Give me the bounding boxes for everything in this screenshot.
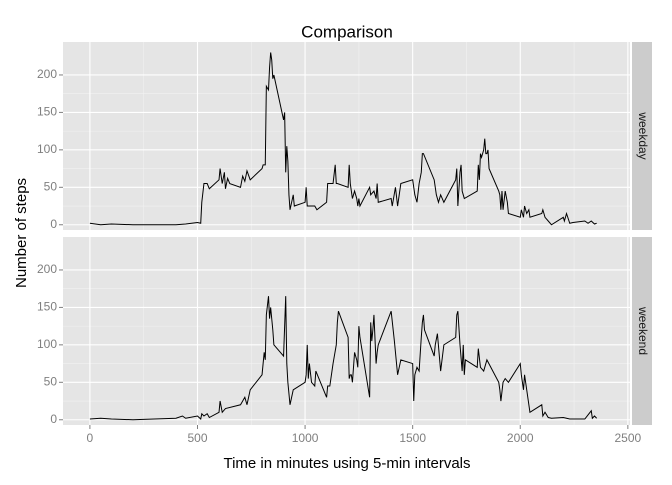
y-tick-label: 100 <box>37 142 57 156</box>
x-tick-label: 2000 <box>507 431 534 445</box>
x-tick-label: 2500 <box>614 431 641 445</box>
facet-label: weekday <box>636 111 650 159</box>
y-tick-label: 50 <box>44 179 58 193</box>
facet-strip <box>632 42 652 230</box>
y-tick-label: 100 <box>37 337 57 351</box>
y-tick-label: 150 <box>37 300 57 314</box>
y-tick-label: 200 <box>37 67 57 81</box>
x-axis-title: Time in minutes using 5-min intervals <box>223 455 470 472</box>
panel-background <box>63 42 630 230</box>
y-tick-label: 0 <box>50 217 57 231</box>
x-tick-label: 1500 <box>399 431 426 445</box>
y-tick-label: 50 <box>44 374 58 388</box>
y-tick-label: 150 <box>37 105 57 119</box>
x-tick-label: 0 <box>87 431 94 445</box>
data-line <box>89 52 597 226</box>
y-tick-label: 0 <box>50 412 57 426</box>
data-line <box>89 296 598 421</box>
x-tick-label: 500 <box>187 431 207 445</box>
facet-label: weekend <box>636 306 650 355</box>
facet-strip <box>632 237 652 425</box>
x-tick-label: 1000 <box>292 431 319 445</box>
panel-background <box>63 237 630 425</box>
y-axis-title: Number of steps <box>13 178 30 288</box>
y-tick-label: 200 <box>37 262 57 276</box>
chart-title: Comparison <box>301 22 393 41</box>
